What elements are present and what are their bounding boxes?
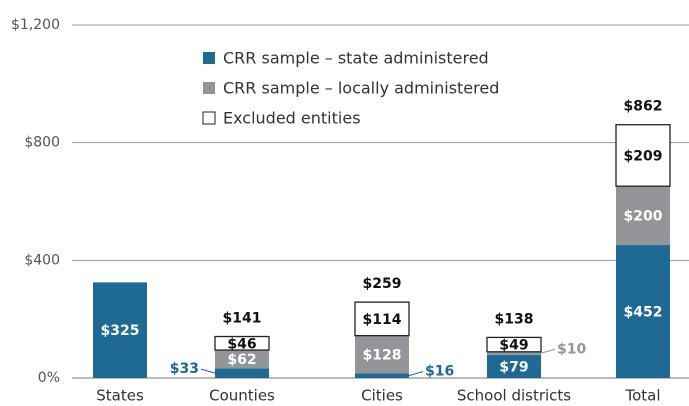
y-tick-label: 0% [38, 370, 60, 386]
legend-label: CRR sample – state administered [223, 49, 489, 68]
bar-segment [615, 124, 671, 187]
value-label: $10 [557, 341, 586, 357]
leader-line [540, 348, 556, 354]
leader-line [408, 371, 424, 377]
value-label: $128 [363, 347, 402, 363]
bar-segment [355, 373, 409, 378]
bar-segment [214, 335, 270, 351]
value-label: $452 [624, 305, 663, 321]
value-label: $46 [227, 336, 256, 352]
value-label: $49 [499, 338, 528, 354]
x-tick-label: Counties [209, 387, 275, 405]
bar-segment [616, 245, 670, 378]
value-label: $16 [425, 364, 454, 380]
legend-swatch [203, 82, 215, 94]
total-label: $138 [495, 311, 534, 327]
bar-segment [616, 186, 670, 246]
value-label: $79 [499, 359, 528, 375]
total-label: $141 [223, 311, 262, 327]
value-label: $114 [363, 312, 402, 328]
bar-segment [215, 368, 269, 378]
legend-label: CRR sample – locally administered [223, 79, 499, 98]
y-tick-label: $800 [24, 135, 60, 151]
bar-segment [355, 335, 409, 374]
x-tick-label: States [96, 387, 144, 405]
y-tick-label: $1,200 [11, 17, 60, 33]
bar-segment [487, 354, 541, 378]
bar-segment [486, 336, 542, 353]
value-label: $33 [170, 361, 199, 377]
x-tick-label: Cities [361, 387, 403, 405]
legend-swatch [203, 52, 215, 64]
leader-line [200, 368, 216, 374]
legend-swatch [202, 111, 216, 125]
value-label: $209 [624, 148, 663, 164]
legend-label: Excluded entities [223, 109, 361, 128]
x-tick-label: Total [624, 387, 660, 405]
bar-segment [215, 350, 269, 369]
value-label: $325 [101, 323, 140, 339]
value-label: $200 [624, 209, 663, 225]
x-tick-label: School districts [457, 387, 571, 405]
bar-segment [354, 301, 410, 337]
bar-segment [93, 282, 147, 378]
total-label: $259 [363, 276, 402, 292]
y-tick-label: $400 [24, 252, 60, 268]
value-label: $62 [227, 352, 256, 368]
bar-segment [487, 351, 541, 355]
total-label: $862 [624, 98, 663, 114]
